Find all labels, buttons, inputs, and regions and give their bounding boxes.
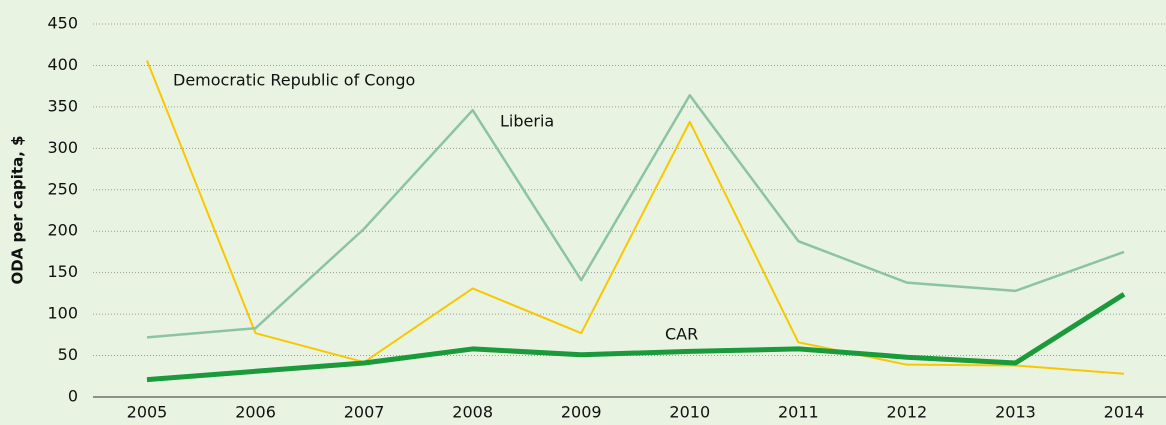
x-tick-label: 2014 xyxy=(1104,403,1145,422)
y-tick-label: 300 xyxy=(47,138,78,157)
y-tick-label: 450 xyxy=(47,14,78,33)
y-tick-label: 250 xyxy=(47,179,78,198)
series-line xyxy=(146,94,1125,339)
y-tick-label: 400 xyxy=(47,55,78,74)
series-line xyxy=(146,60,1125,375)
y-tick-label: 200 xyxy=(47,221,78,240)
y-tick-label: 50 xyxy=(58,345,78,364)
y-tick-label: 350 xyxy=(47,96,78,115)
x-tick-label: 2011 xyxy=(778,403,819,422)
x-tick-label: 2007 xyxy=(344,403,385,422)
series-line xyxy=(146,292,1126,383)
y-axis-label: ODA per capita, $ xyxy=(9,135,27,284)
series-label: CAR xyxy=(665,325,698,344)
x-tick-label: 2008 xyxy=(452,403,493,422)
x-tick-label: 2009 xyxy=(561,403,602,422)
series-label: Democratic Republic of Congo xyxy=(173,71,415,90)
series-label: Liberia xyxy=(500,112,554,131)
x-tick-label: 2010 xyxy=(669,403,710,422)
y-tick-label: 150 xyxy=(47,262,78,281)
y-tick-label: 100 xyxy=(47,304,78,323)
y-tick-label: 0 xyxy=(68,387,78,406)
x-tick-label: 2005 xyxy=(127,403,168,422)
x-tick-label: 2006 xyxy=(235,403,276,422)
x-tick-label: 2012 xyxy=(887,403,928,422)
x-tick-label: 2013 xyxy=(995,403,1036,422)
